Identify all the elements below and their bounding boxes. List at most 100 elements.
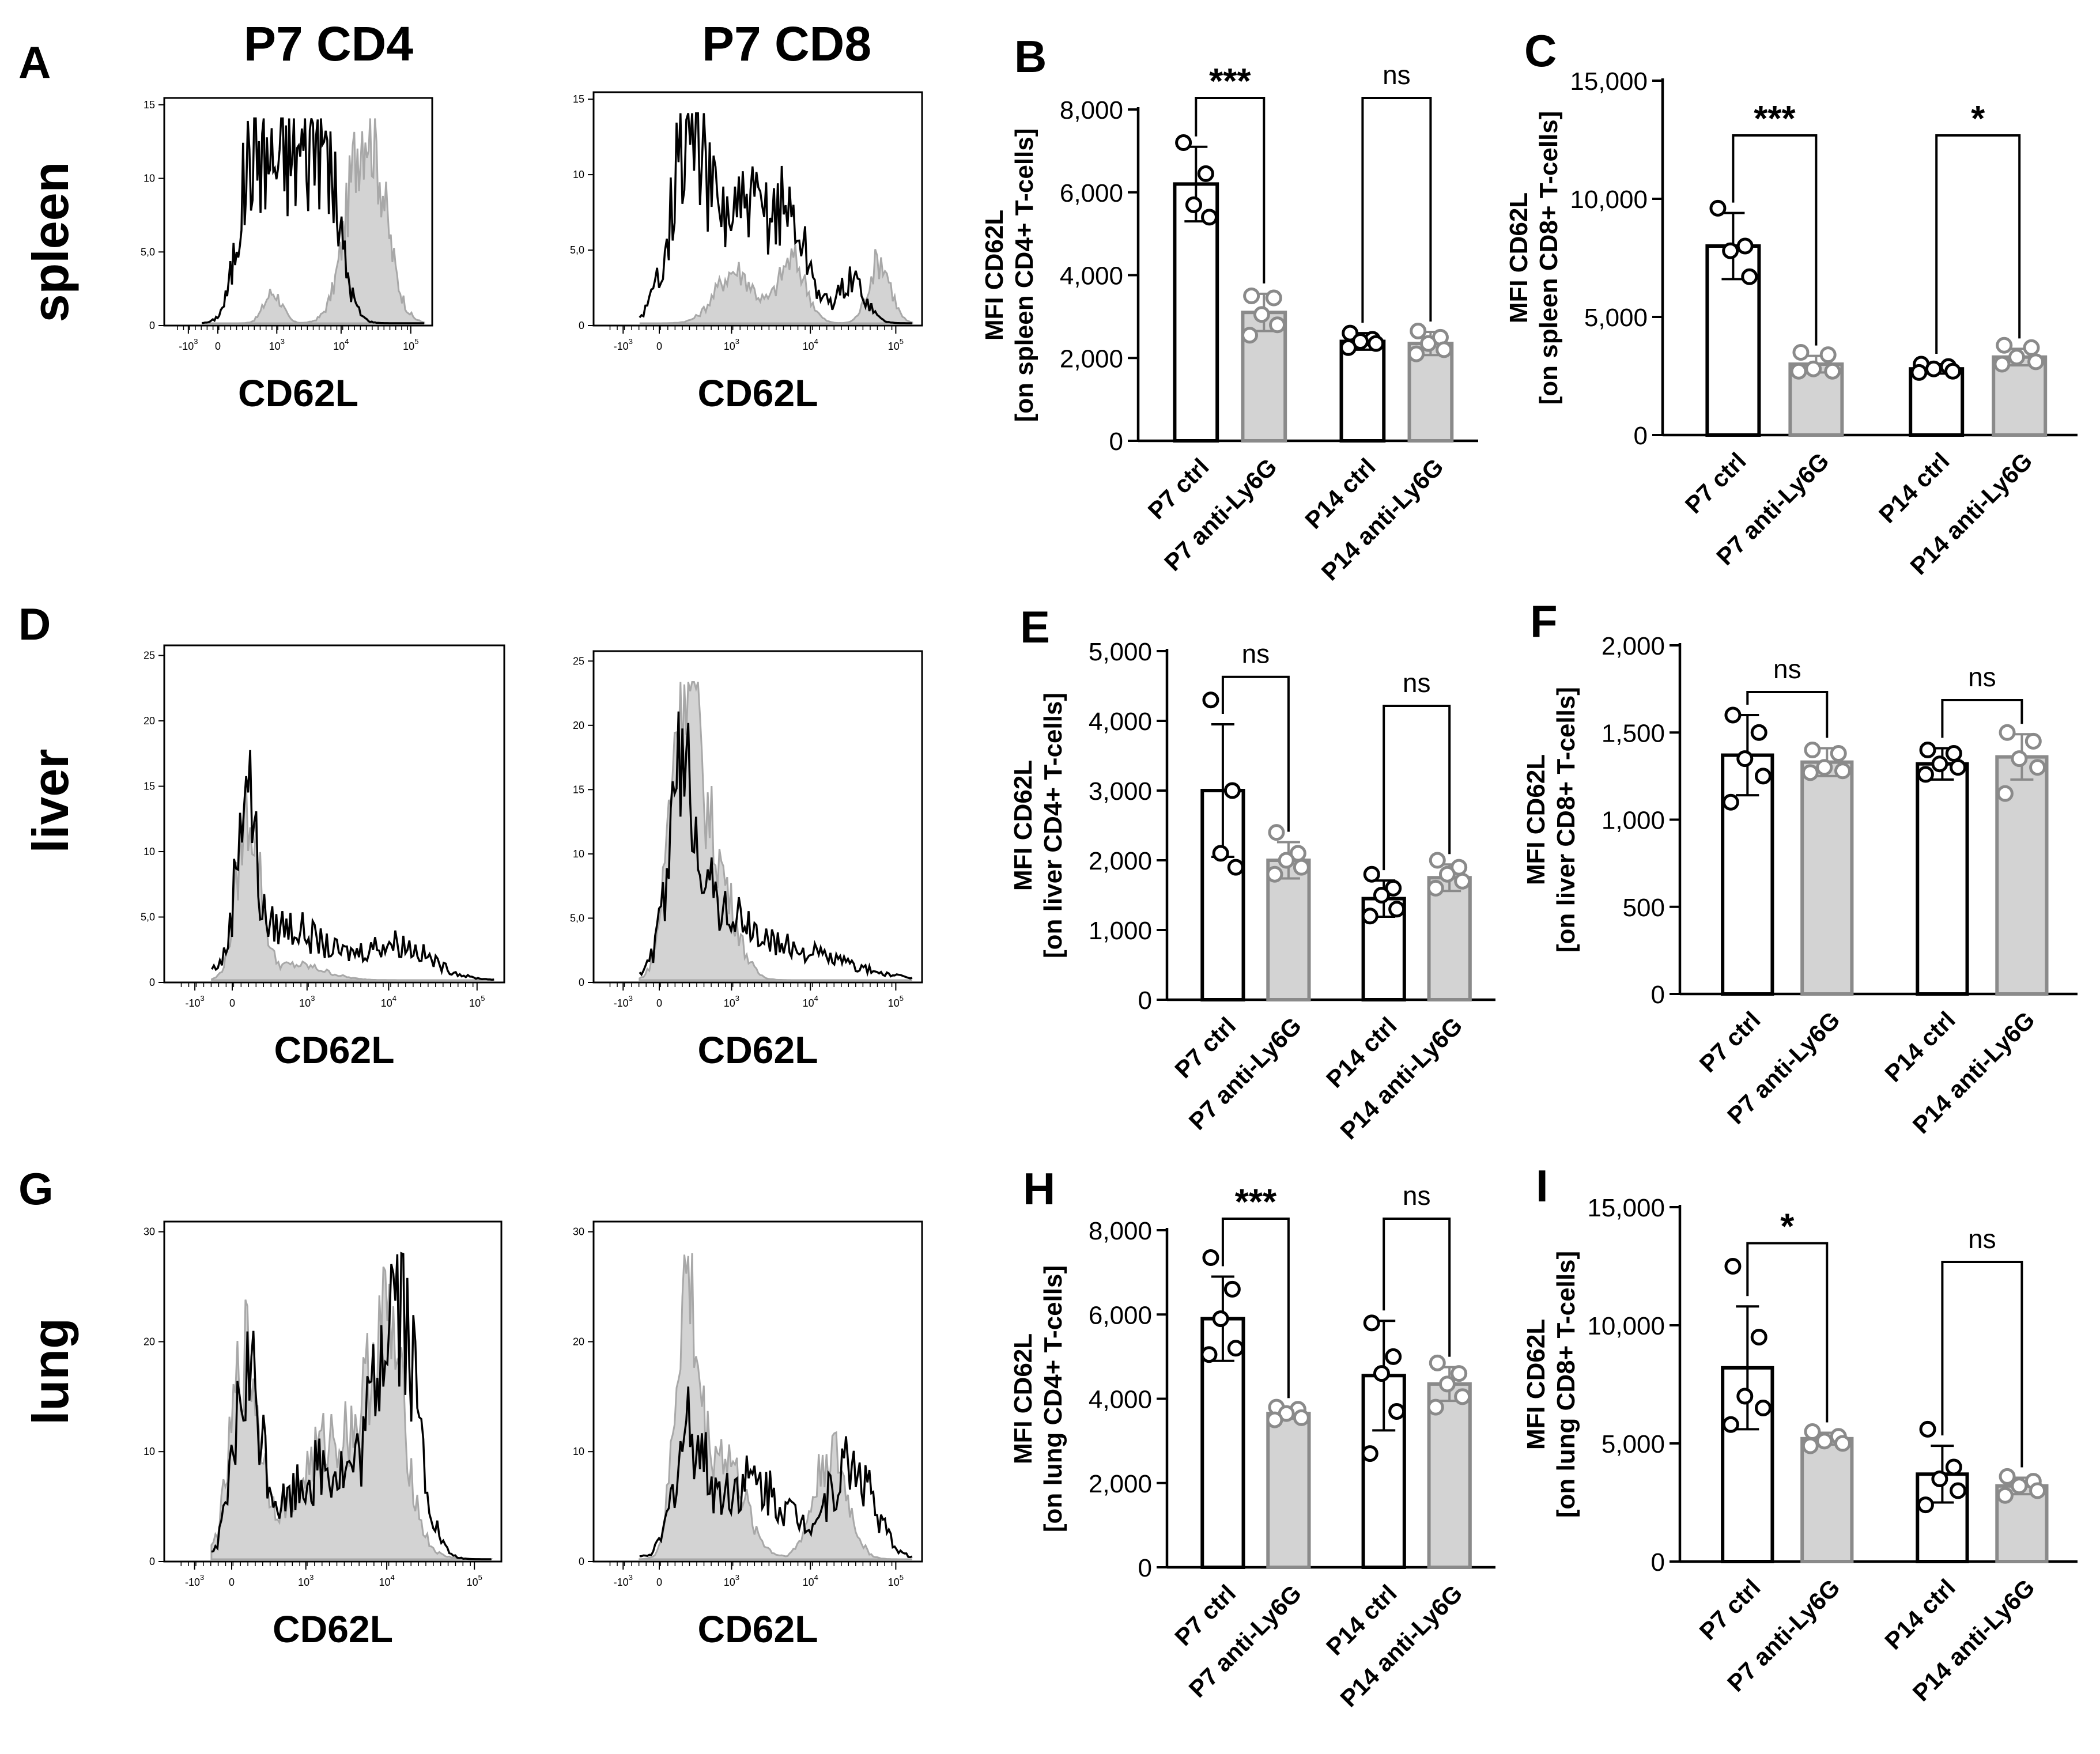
histogram-xtick-exp: 3: [735, 1573, 739, 1582]
histogram-xtick-label: 104: [381, 994, 396, 1009]
data-point: [1429, 1354, 1446, 1371]
data-point: [1373, 1365, 1390, 1382]
data-point: [1996, 337, 2013, 354]
data-point: [1266, 1411, 1283, 1428]
y-tick-label: 4,000: [1060, 262, 1123, 290]
significance-bracket: [1195, 97, 1266, 283]
data-point: [1241, 327, 1259, 344]
significance-bracket: [1383, 1218, 1451, 1357]
y-tick-label: 1,000: [1602, 807, 1665, 835]
data-point: [1816, 1432, 1833, 1450]
histogram-frame: [592, 91, 923, 327]
category-label: P7 ctrl: [1694, 1574, 1766, 1645]
category-label: P14 ctrl: [1874, 447, 1955, 528]
histogram-xlabel: CD62L: [273, 1608, 393, 1650]
data-point: [1919, 742, 1936, 758]
histogram-xtick-label: -103: [179, 337, 198, 352]
histogram-frame: [592, 1220, 923, 1563]
data-point: [1993, 356, 2011, 373]
data-point: [1790, 362, 1807, 380]
data-point: [1736, 1388, 1754, 1405]
y-axis-label: MFI CD62L[on spleen CD4+ T-cells]: [980, 128, 1038, 422]
bar-chart-h: 0 2,000 4,000 6,000 8,000 MFI CD62L[on lung C…: [1009, 1181, 1495, 1712]
data-point: [2008, 349, 2025, 366]
histogram-ytick-label: 10: [573, 169, 584, 180]
y-tick-label: 4,000: [1089, 708, 1152, 736]
y-axis-label-line: [on spleen CD4+ T-cells]: [1010, 128, 1038, 422]
bar-chart-b: 0 2,000 4,000 6,000 8,000 MFI CD62L[on spleen…: [980, 60, 1478, 585]
histogram-xtick-label: -103: [614, 994, 633, 1009]
histogram-xtick-exp: 5: [900, 994, 904, 1003]
significance-bracket: [1221, 1218, 1290, 1398]
histogram-xtick-label: 104: [333, 337, 349, 352]
data-point: [1454, 1388, 1471, 1405]
data-point: [1917, 1496, 1934, 1514]
data-point: [1363, 1314, 1380, 1332]
histogram-xtick-exp: 5: [900, 337, 904, 346]
histogram-ytick-label: 20: [573, 1336, 584, 1347]
y-tick-label: 0: [1634, 422, 1648, 450]
significance-bracket: [1935, 134, 2021, 354]
histogram-ytick-label: 15: [573, 93, 584, 105]
panel-letter-f: F: [1530, 596, 1558, 647]
data-point: [1950, 1482, 1967, 1499]
y-axis-label: MFI CD62L[on liver CD4+ T-cells]: [1009, 693, 1067, 958]
histogram-ytick-label: 10: [143, 173, 155, 184]
histogram-frame: [163, 97, 433, 327]
histogram-xtick-exp: 4: [392, 994, 396, 1003]
bar-chart-e: 0 1,000 2,000 3,000 4,000 5,000 MFI CD62L[on l…: [1009, 638, 1495, 1144]
data-point: [1931, 755, 1948, 773]
data-point: [1175, 134, 1192, 151]
data-point: [1819, 346, 1837, 364]
significance-label: ns: [1968, 1224, 1996, 1254]
histogram-xtick-label: 0: [229, 1577, 235, 1588]
histogram-xtick-label: 0: [229, 997, 235, 1009]
data-point: [1722, 242, 1739, 259]
bar: [1800, 760, 1854, 996]
histogram-ytick-label: 0: [149, 1556, 155, 1567]
data-point: [1373, 887, 1390, 904]
data-point: [1792, 344, 1810, 361]
histogram-xtick-exp: 3: [200, 994, 204, 1003]
histogram-xtick-label: -103: [185, 1573, 204, 1588]
bar: [1705, 244, 1761, 437]
data-point: [1724, 1258, 1742, 1275]
histogram-xtick-exp: 3: [281, 337, 285, 346]
histogram-xtick-label: 103: [298, 1573, 314, 1588]
histogram-xlabel: CD62L: [274, 1029, 394, 1071]
histogram-xtick-exp: 3: [200, 1573, 204, 1582]
data-point: [1368, 335, 1385, 352]
histogram-xtick-label: -103: [185, 994, 204, 1009]
data-point: [1801, 764, 1819, 781]
significance-bracket: [1941, 699, 2023, 738]
data-point: [1197, 165, 1214, 182]
significance-label: ***: [1754, 99, 1796, 139]
data-point: [2011, 750, 2028, 768]
y-tick-label: 500: [1623, 894, 1665, 922]
bar: [1800, 1437, 1854, 1564]
category-label: P7 anti-Ly6G: [1184, 1579, 1307, 1703]
bar-chart-f: 0 500 1,000 1,500 2,000 MFI CD62L[on liver CD…: [1522, 632, 2078, 1139]
row-labels: spleen liver lung: [22, 162, 79, 1425]
category-label: P14 anti-Ly6G: [1316, 453, 1449, 585]
y-tick-label: 4,000: [1089, 1386, 1152, 1414]
category-label: P14 ctrl: [1879, 1574, 1961, 1655]
data-point: [1709, 199, 1727, 217]
data-point: [1212, 1310, 1229, 1328]
data-point: [1944, 362, 1962, 380]
histogram-xtick-label: 105: [467, 1573, 482, 1588]
category-label: P14 ctrl: [1879, 1006, 1961, 1087]
significance-bracket: [1361, 97, 1432, 323]
data-point: [1408, 345, 1425, 362]
histogram-ytick-label: 5,0: [141, 246, 155, 258]
data-point: [1801, 1437, 1819, 1454]
data-point: [1253, 306, 1270, 323]
data-point: [1454, 872, 1471, 890]
significance-bracket: [1746, 691, 1829, 738]
histogram-ytick-label: 0: [149, 977, 155, 988]
histogram-xtick-label: 103: [724, 337, 739, 352]
data-point: [1436, 341, 1453, 358]
histogram-xtick-label: 104: [803, 1573, 818, 1588]
histogram-xtick-exp: 3: [194, 337, 198, 346]
